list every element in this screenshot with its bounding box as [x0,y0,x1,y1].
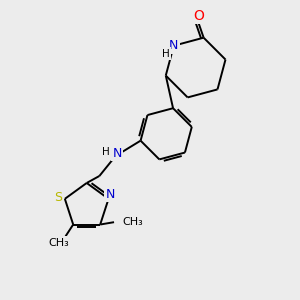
Text: N: N [112,147,122,160]
Text: H: H [102,147,110,158]
Text: S: S [54,191,62,204]
Text: O: O [193,9,204,23]
Text: CH₃: CH₃ [49,238,69,248]
Text: N: N [105,188,115,201]
Text: N: N [169,39,178,52]
Text: CH₃: CH₃ [122,217,143,227]
Text: H: H [162,49,170,58]
